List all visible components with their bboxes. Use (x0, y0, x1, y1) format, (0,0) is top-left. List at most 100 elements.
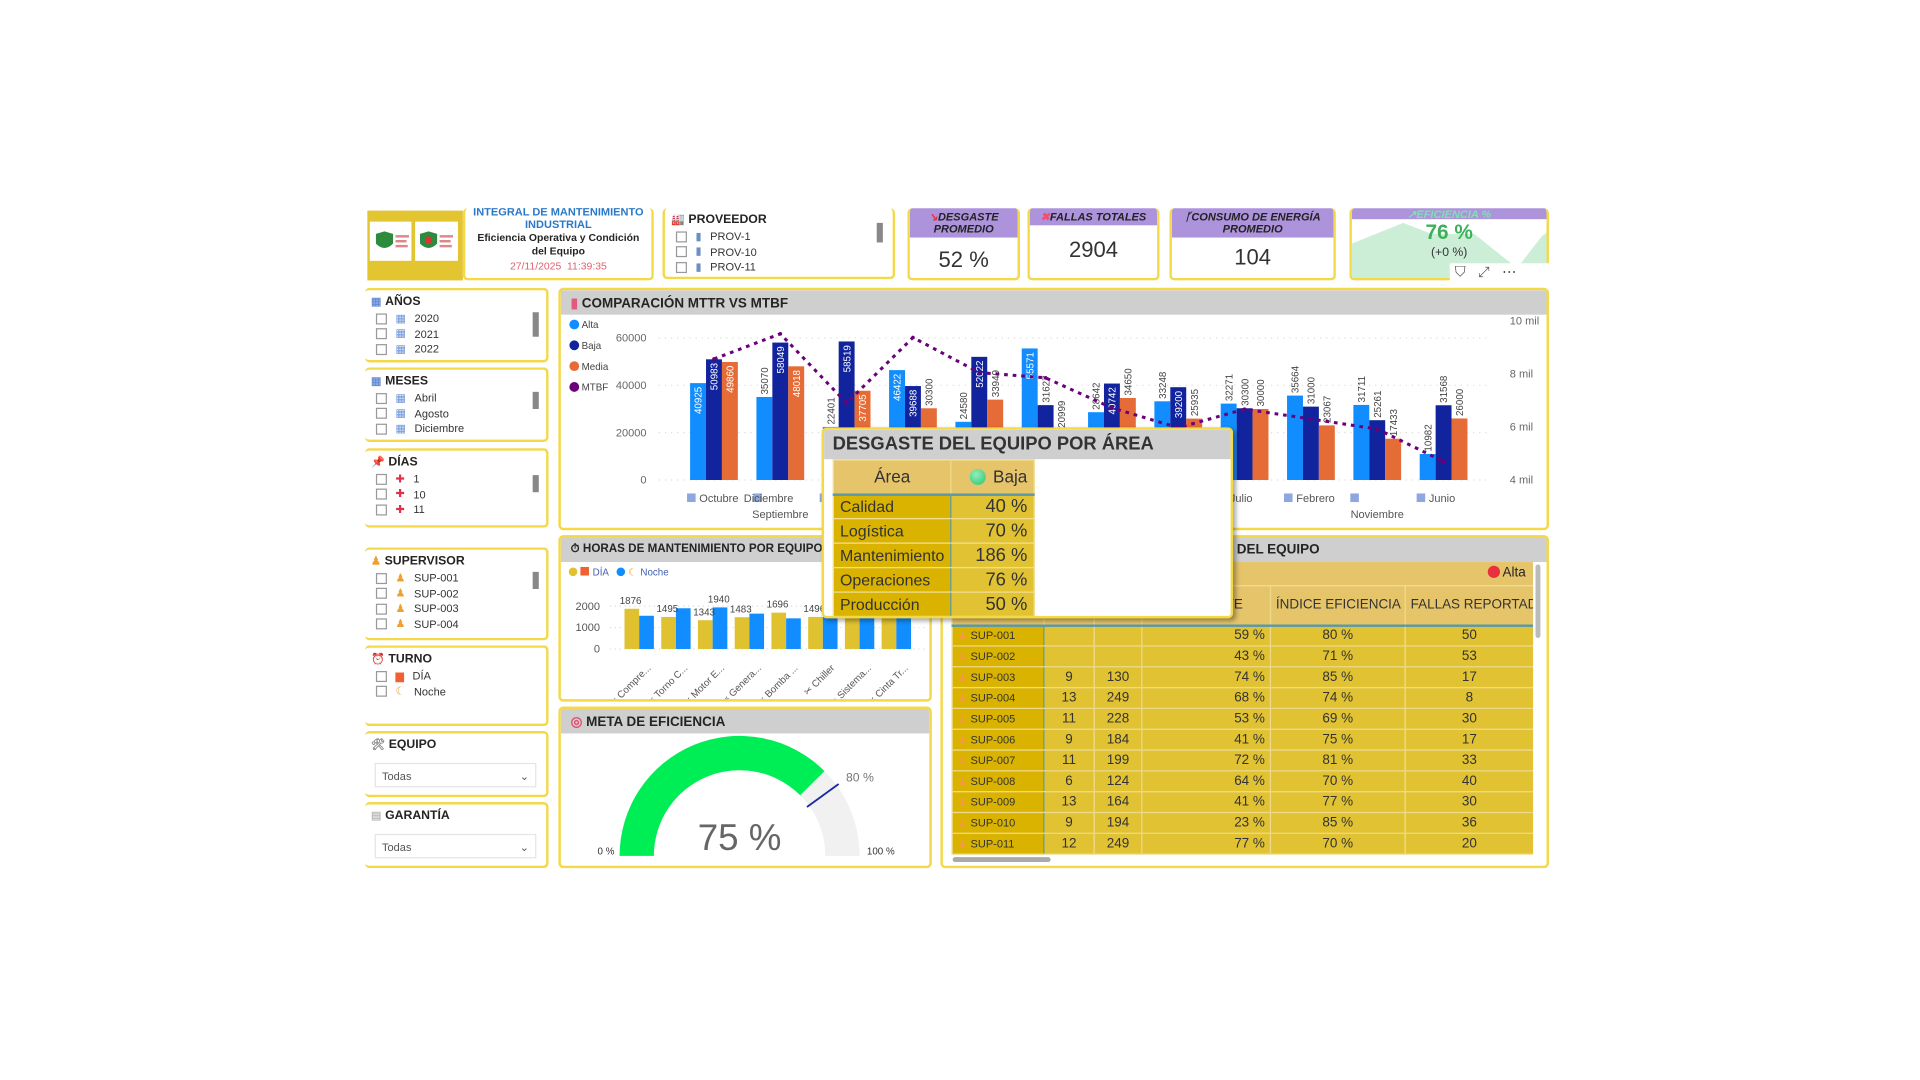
equipo-dropdown[interactable]: Todas ⌄ (374, 762, 537, 788)
anos-item[interactable]: ▦ 2020 (365, 311, 546, 326)
checkbox[interactable] (375, 473, 387, 485)
data-label: 26000 (1455, 388, 1466, 416)
legend-label: Baja (582, 341, 602, 352)
mtbf-point (844, 401, 849, 405)
more-options-icon[interactable]: ⋯ (1501, 263, 1517, 281)
alta-dot-icon (1487, 565, 1500, 578)
table-row[interactable]: ♟ SUP-009 13 164 41 % 77 % 30 (951, 791, 1534, 814)
column-header[interactable]: FALLAS REPORTAD (1404, 585, 1534, 627)
anos-item[interactable]: ▦ 2021 (365, 326, 546, 341)
supervisor-item[interactable]: ♟ SUP-002 (365, 586, 546, 601)
checkbox[interactable] (675, 261, 687, 273)
checkbox[interactable] (375, 423, 387, 435)
table-row[interactable]: ♟ SUP-006 9 184 41 % 75 % 17 (951, 728, 1534, 751)
checkbox[interactable] (675, 246, 687, 258)
focus-mode-icon[interactable]: ⤢ (1477, 263, 1490, 281)
supervisor-cell: ♟ SUP-005 (951, 707, 1045, 730)
table-row[interactable]: ♟ SUP-008 6 124 64 % 70 % 40 (951, 770, 1534, 793)
data-label: 25261 (1373, 391, 1384, 418)
calendar-icon: ▦ (395, 342, 406, 355)
dias-item[interactable]: ✚ 11 (365, 502, 546, 517)
moon-icon: ☾ (628, 568, 637, 579)
supervisor-item[interactable]: ♟ SUP-004 (365, 617, 546, 632)
checkbox[interactable] (375, 618, 387, 630)
meses-item[interactable]: ▦ Diciembre (365, 421, 546, 436)
checkbox[interactable] (375, 328, 387, 340)
y-tick-label: 2000 (575, 601, 600, 613)
table-row[interactable]: ♟ SUP-003 9 130 74 % 85 % 17 (951, 666, 1534, 689)
value-cell: 64 % (1141, 770, 1272, 793)
calendar-icon (1416, 493, 1426, 503)
column-header[interactable]: ÍNDICE EFICIENCIA (1269, 585, 1406, 627)
scrollbar[interactable] (532, 312, 539, 337)
horizontal-scrollbar[interactable] (952, 857, 1051, 863)
checkbox[interactable] (675, 231, 687, 243)
legend-marker (569, 319, 580, 330)
checkbox[interactable] (375, 343, 387, 355)
dias-item[interactable]: ✚ 10 (365, 487, 546, 502)
data-label: 1343 (693, 607, 715, 618)
table-row[interactable]: ♟ SUP-004 13 249 68 % 74 % 8 (951, 686, 1534, 709)
meses-item[interactable]: ▦ Abril (365, 391, 546, 406)
table-row[interactable]: ♟ SUP-005 11 228 53 % 69 % 30 (951, 707, 1534, 730)
mtbf-line (713, 332, 1445, 463)
table-row[interactable]: ♟ SUP-001 59 % 80 % 50 (951, 624, 1534, 647)
checkbox[interactable] (375, 603, 387, 615)
supervisor-item[interactable]: ♟ SUP-001 (365, 571, 546, 586)
bar-chart-icon: ▮ (570, 296, 579, 312)
checkbox[interactable] (375, 504, 387, 516)
value-cell: 43 % (1141, 645, 1272, 668)
checkbox[interactable] (375, 686, 387, 698)
col-baja[interactable]: Baja (950, 459, 1035, 496)
checkbox[interactable] (375, 408, 387, 420)
plug-icon: ᚴ (1184, 210, 1192, 223)
proveedor-item[interactable]: ▮ PROV-1 (665, 229, 893, 244)
equipo-slicer: 🛠 EQUIPO Todas ⌄ (364, 731, 549, 798)
proveedor-item[interactable]: ▮ PROV-10 (665, 244, 893, 259)
checkbox[interactable] (375, 572, 387, 584)
legend-label: MTBF (582, 383, 609, 394)
meses-item[interactable]: ▦ Agosto (365, 406, 546, 421)
supervisor-item[interactable]: ♟ SUP-003 (365, 601, 546, 616)
bar-dia (771, 612, 787, 649)
bar-baja (706, 359, 722, 481)
data-label: 40925 (694, 386, 705, 414)
anos-item[interactable]: ▦ 2022 (365, 342, 546, 357)
vertical-scrollbar[interactable] (1535, 564, 1541, 638)
checkbox[interactable] (375, 392, 387, 404)
kpi-title: CONSUMO DE ENERGÍA PROMEDIO (1191, 210, 1321, 236)
value-cell: 70 % (1269, 770, 1406, 793)
garantia-dropdown[interactable]: Todas ⌄ (374, 833, 537, 859)
dias-item[interactable]: ✚ 1 (365, 471, 546, 486)
checkbox[interactable] (375, 488, 387, 500)
value-cell (1093, 624, 1143, 647)
data-label: 35664 (1291, 365, 1302, 393)
scrollbar[interactable] (532, 571, 539, 589)
bar-baja (772, 342, 789, 481)
proveedor-item[interactable]: ▮ PROV-11 (665, 260, 893, 275)
bar-alta (690, 383, 707, 481)
target-icon: ◎ (570, 715, 583, 730)
worker-icon: ♟ (957, 753, 971, 766)
table-row[interactable]: ♟ SUP-007 11 199 72 % 81 % 33 (951, 749, 1534, 772)
checkbox[interactable] (375, 670, 387, 682)
col-area[interactable]: Área (832, 459, 952, 496)
value-cell: 71 % (1269, 645, 1406, 668)
value-cell: 41 % (1141, 791, 1272, 814)
filter-icon[interactable]: ⛉ (1454, 263, 1466, 281)
checkbox[interactable] (375, 313, 387, 325)
table-row[interactable]: ♟ SUP-011 12 249 77 % 70 % 20 (951, 832, 1534, 855)
table-row[interactable]: ♟ SUP-002 43 % 71 % 53 (951, 645, 1534, 668)
scrollbar[interactable] (876, 222, 883, 243)
checkbox[interactable] (375, 588, 387, 600)
mtbf-point (1309, 417, 1313, 421)
turno-item[interactable]: ☾ Noche (365, 684, 546, 699)
scrollbar[interactable] (532, 475, 539, 493)
turno-item[interactable]: ▆ DÍA (365, 669, 546, 684)
table-row[interactable]: ♟ SUP-010 9 194 23 % 85 % 36 (951, 811, 1534, 834)
scrollbar[interactable] (532, 391, 539, 409)
title-line1: INTEGRAL DE MANTENIMIENTO (473, 208, 644, 218)
y2-tick-label: 6 mil (1510, 422, 1533, 434)
x-tick-label: ✂ Cinta Tr... (866, 663, 911, 702)
tools-icon: 🛠 (371, 738, 386, 751)
